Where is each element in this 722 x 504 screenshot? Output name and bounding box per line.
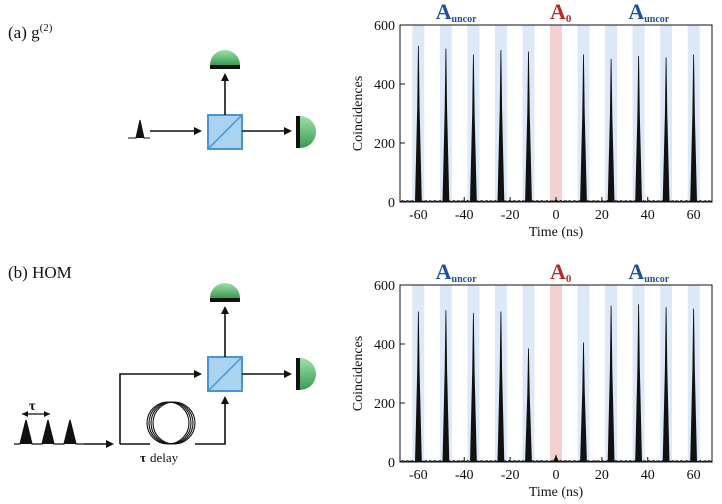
y-tick-label: 200 xyxy=(374,137,395,152)
x-tick-label: -20 xyxy=(501,468,520,483)
y-tick-label: 400 xyxy=(374,338,395,353)
detector-icon xyxy=(296,116,316,148)
y-tick-label: 0 xyxy=(388,456,395,471)
beamsplitter-icon xyxy=(207,356,243,392)
a-zero-label: A0 xyxy=(550,0,572,25)
x-tick-label: -60 xyxy=(409,468,428,483)
x-tick-label: 20 xyxy=(595,208,609,223)
detector-icon xyxy=(210,50,240,69)
a-uncor-label: Auncor xyxy=(436,0,477,25)
tau-label: τ xyxy=(29,399,36,414)
panel-a-label: (a) g(2) xyxy=(8,22,53,42)
fiber-delay-icon xyxy=(146,401,196,445)
x-tick-label: 20 xyxy=(595,468,609,483)
delay-text: delay xyxy=(150,450,179,465)
a-uncor-label: Auncor xyxy=(436,259,477,285)
y-axis-label: Coincidences xyxy=(351,336,366,411)
chart-a: 0 200 400 600 -60 -40 -20 0 20 40 60 Time (ns) Coinc… xyxy=(351,0,713,240)
zero-delay-window xyxy=(550,285,562,462)
x-tick-label: -60 xyxy=(409,208,428,223)
y-tick-label: 600 xyxy=(374,19,395,34)
x-tick-label: 0 xyxy=(553,208,560,223)
x-tick-label: 60 xyxy=(687,208,701,223)
upper-path xyxy=(119,370,202,444)
y-tick-label: 0 xyxy=(388,196,395,211)
y-axis-label: Coincidences xyxy=(351,76,366,151)
x-axis-label: Time (ns) xyxy=(529,485,584,500)
detector-icon xyxy=(210,283,240,302)
detector-icon xyxy=(296,358,316,390)
pulse-train-fill xyxy=(20,420,76,444)
y-tick-label: 600 xyxy=(374,279,395,294)
zero-delay-window xyxy=(550,25,562,202)
a-uncor-label: Auncor xyxy=(628,0,669,25)
x-tick-label: -40 xyxy=(455,468,474,483)
a-zero-label: A0 xyxy=(550,259,572,285)
panel-a-schematic: (a) g(2) xyxy=(8,22,316,150)
x-tick-label: 40 xyxy=(641,208,655,223)
delayed-path xyxy=(195,396,229,445)
chart-b: 0 200 400 600 -60 -40 -20 0 20 40 60 Time (ns) Coinc… xyxy=(351,259,713,500)
x-tick-label: 40 xyxy=(641,468,655,483)
x-tick-label: -20 xyxy=(501,208,520,223)
panel-b-label: (b) HOM xyxy=(8,263,72,282)
x-axis-label: Time (ns) xyxy=(529,225,584,240)
beamsplitter-icon xyxy=(207,114,243,150)
delay-label: τ xyxy=(140,450,146,465)
y-tick-label: 400 xyxy=(374,78,395,93)
x-tick-label: -40 xyxy=(455,208,474,223)
x-tick-label: 60 xyxy=(687,468,701,483)
panel-b-schematic: (b) HOM τ τ delay xyxy=(8,263,316,465)
tau-arrowheads xyxy=(22,411,50,417)
y-tick-label: 200 xyxy=(374,397,395,412)
a-uncor-label: Auncor xyxy=(628,259,669,285)
x-tick-label: 0 xyxy=(553,468,560,483)
input-pulse-icon xyxy=(128,119,150,139)
